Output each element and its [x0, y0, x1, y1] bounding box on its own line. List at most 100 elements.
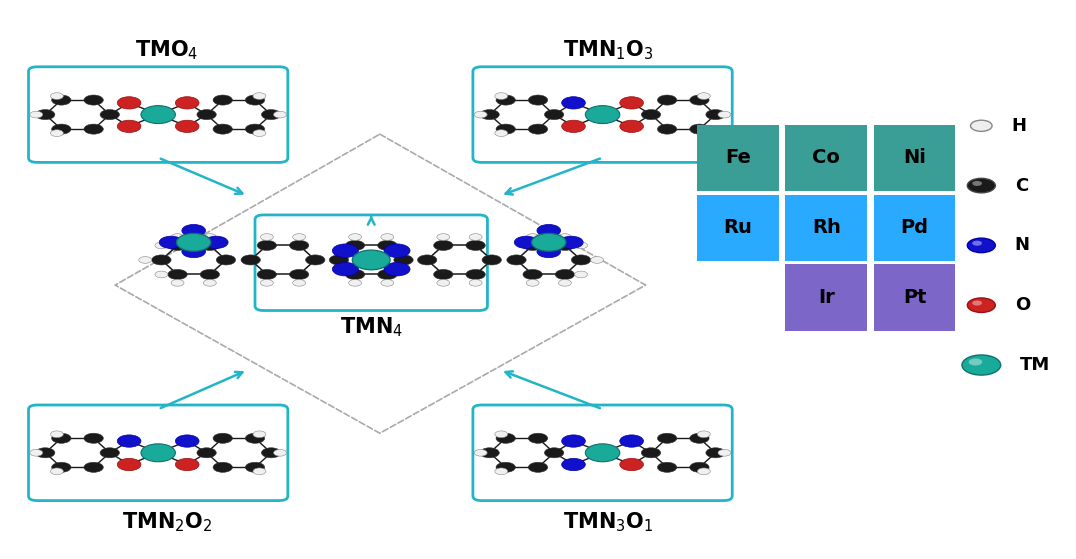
Circle shape [52, 462, 71, 472]
Circle shape [620, 120, 643, 132]
Circle shape [575, 271, 587, 278]
Text: TMN$_2$O$_2$: TMN$_2$O$_2$ [122, 511, 212, 534]
Circle shape [345, 240, 365, 250]
Circle shape [657, 95, 677, 105]
Circle shape [706, 448, 725, 458]
Circle shape [378, 269, 397, 280]
FancyBboxPatch shape [28, 405, 287, 501]
Circle shape [968, 358, 982, 366]
Circle shape [51, 431, 63, 438]
Circle shape [168, 269, 187, 280]
Circle shape [175, 458, 199, 471]
Text: H: H [1011, 117, 1027, 135]
Circle shape [495, 93, 508, 100]
Bar [785, 195, 867, 261]
Circle shape [197, 110, 216, 120]
Circle shape [182, 224, 206, 237]
Circle shape [203, 280, 216, 286]
Circle shape [507, 255, 526, 265]
Circle shape [495, 431, 508, 438]
Circle shape [437, 234, 450, 240]
Text: Ni: Ni [903, 149, 926, 167]
Circle shape [171, 234, 184, 240]
Circle shape [697, 431, 710, 438]
Bar [874, 195, 955, 261]
Circle shape [571, 255, 591, 265]
Circle shape [967, 298, 995, 312]
Text: Co: Co [812, 149, 840, 167]
Circle shape [260, 280, 273, 286]
Bar [785, 264, 867, 331]
Circle shape [690, 462, 709, 472]
Circle shape [475, 111, 487, 118]
Circle shape [537, 245, 561, 258]
Text: TMO$_4$: TMO$_4$ [136, 39, 198, 62]
Circle shape [306, 255, 325, 265]
Text: TMN$_1$O$_3$: TMN$_1$O$_3$ [563, 39, 653, 62]
Circle shape [469, 280, 482, 286]
FancyBboxPatch shape [28, 67, 287, 162]
FancyBboxPatch shape [473, 67, 732, 162]
Bar [697, 125, 779, 191]
Circle shape [253, 431, 266, 438]
Text: O: O [1015, 296, 1030, 314]
Circle shape [973, 181, 982, 186]
Circle shape [528, 95, 548, 105]
Text: Ir: Ir [818, 288, 835, 307]
Circle shape [514, 236, 538, 248]
Circle shape [558, 280, 571, 286]
Circle shape [216, 255, 236, 265]
FancyBboxPatch shape [473, 405, 732, 501]
Circle shape [496, 124, 515, 134]
Circle shape [528, 462, 548, 472]
Text: N: N [1015, 236, 1030, 254]
Circle shape [706, 110, 725, 120]
Circle shape [168, 240, 187, 250]
Circle shape [496, 462, 515, 472]
Circle shape [141, 444, 175, 462]
Circle shape [213, 462, 232, 472]
Circle shape [620, 435, 643, 447]
Circle shape [141, 106, 175, 124]
Circle shape [155, 242, 168, 249]
Circle shape [532, 234, 566, 252]
Circle shape [200, 240, 220, 250]
Circle shape [36, 448, 55, 458]
Circle shape [245, 95, 265, 105]
Circle shape [973, 301, 982, 306]
Circle shape [241, 255, 260, 265]
Bar [785, 125, 867, 191]
Circle shape [591, 257, 604, 263]
Circle shape [261, 110, 281, 120]
Text: Pd: Pd [901, 219, 929, 237]
Circle shape [175, 120, 199, 132]
Circle shape [384, 262, 410, 276]
Circle shape [261, 448, 281, 458]
Circle shape [117, 458, 141, 471]
Circle shape [394, 255, 413, 265]
Circle shape [575, 242, 587, 249]
Circle shape [332, 244, 358, 258]
Text: Rh: Rh [812, 219, 840, 237]
FancyBboxPatch shape [255, 215, 487, 311]
Circle shape [84, 433, 103, 443]
Circle shape [253, 130, 266, 136]
Circle shape [495, 468, 508, 475]
Circle shape [30, 111, 43, 118]
Circle shape [253, 468, 266, 475]
Bar [874, 264, 955, 331]
Circle shape [52, 124, 71, 134]
Circle shape [544, 448, 564, 458]
Circle shape [528, 433, 548, 443]
Circle shape [378, 240, 397, 250]
Circle shape [51, 93, 63, 100]
Circle shape [117, 120, 141, 132]
Bar [697, 195, 779, 261]
Circle shape [537, 224, 561, 237]
Circle shape [260, 234, 273, 240]
Circle shape [523, 240, 542, 250]
Circle shape [100, 110, 119, 120]
Circle shape [381, 280, 394, 286]
Circle shape [257, 269, 277, 280]
Circle shape [718, 111, 731, 118]
